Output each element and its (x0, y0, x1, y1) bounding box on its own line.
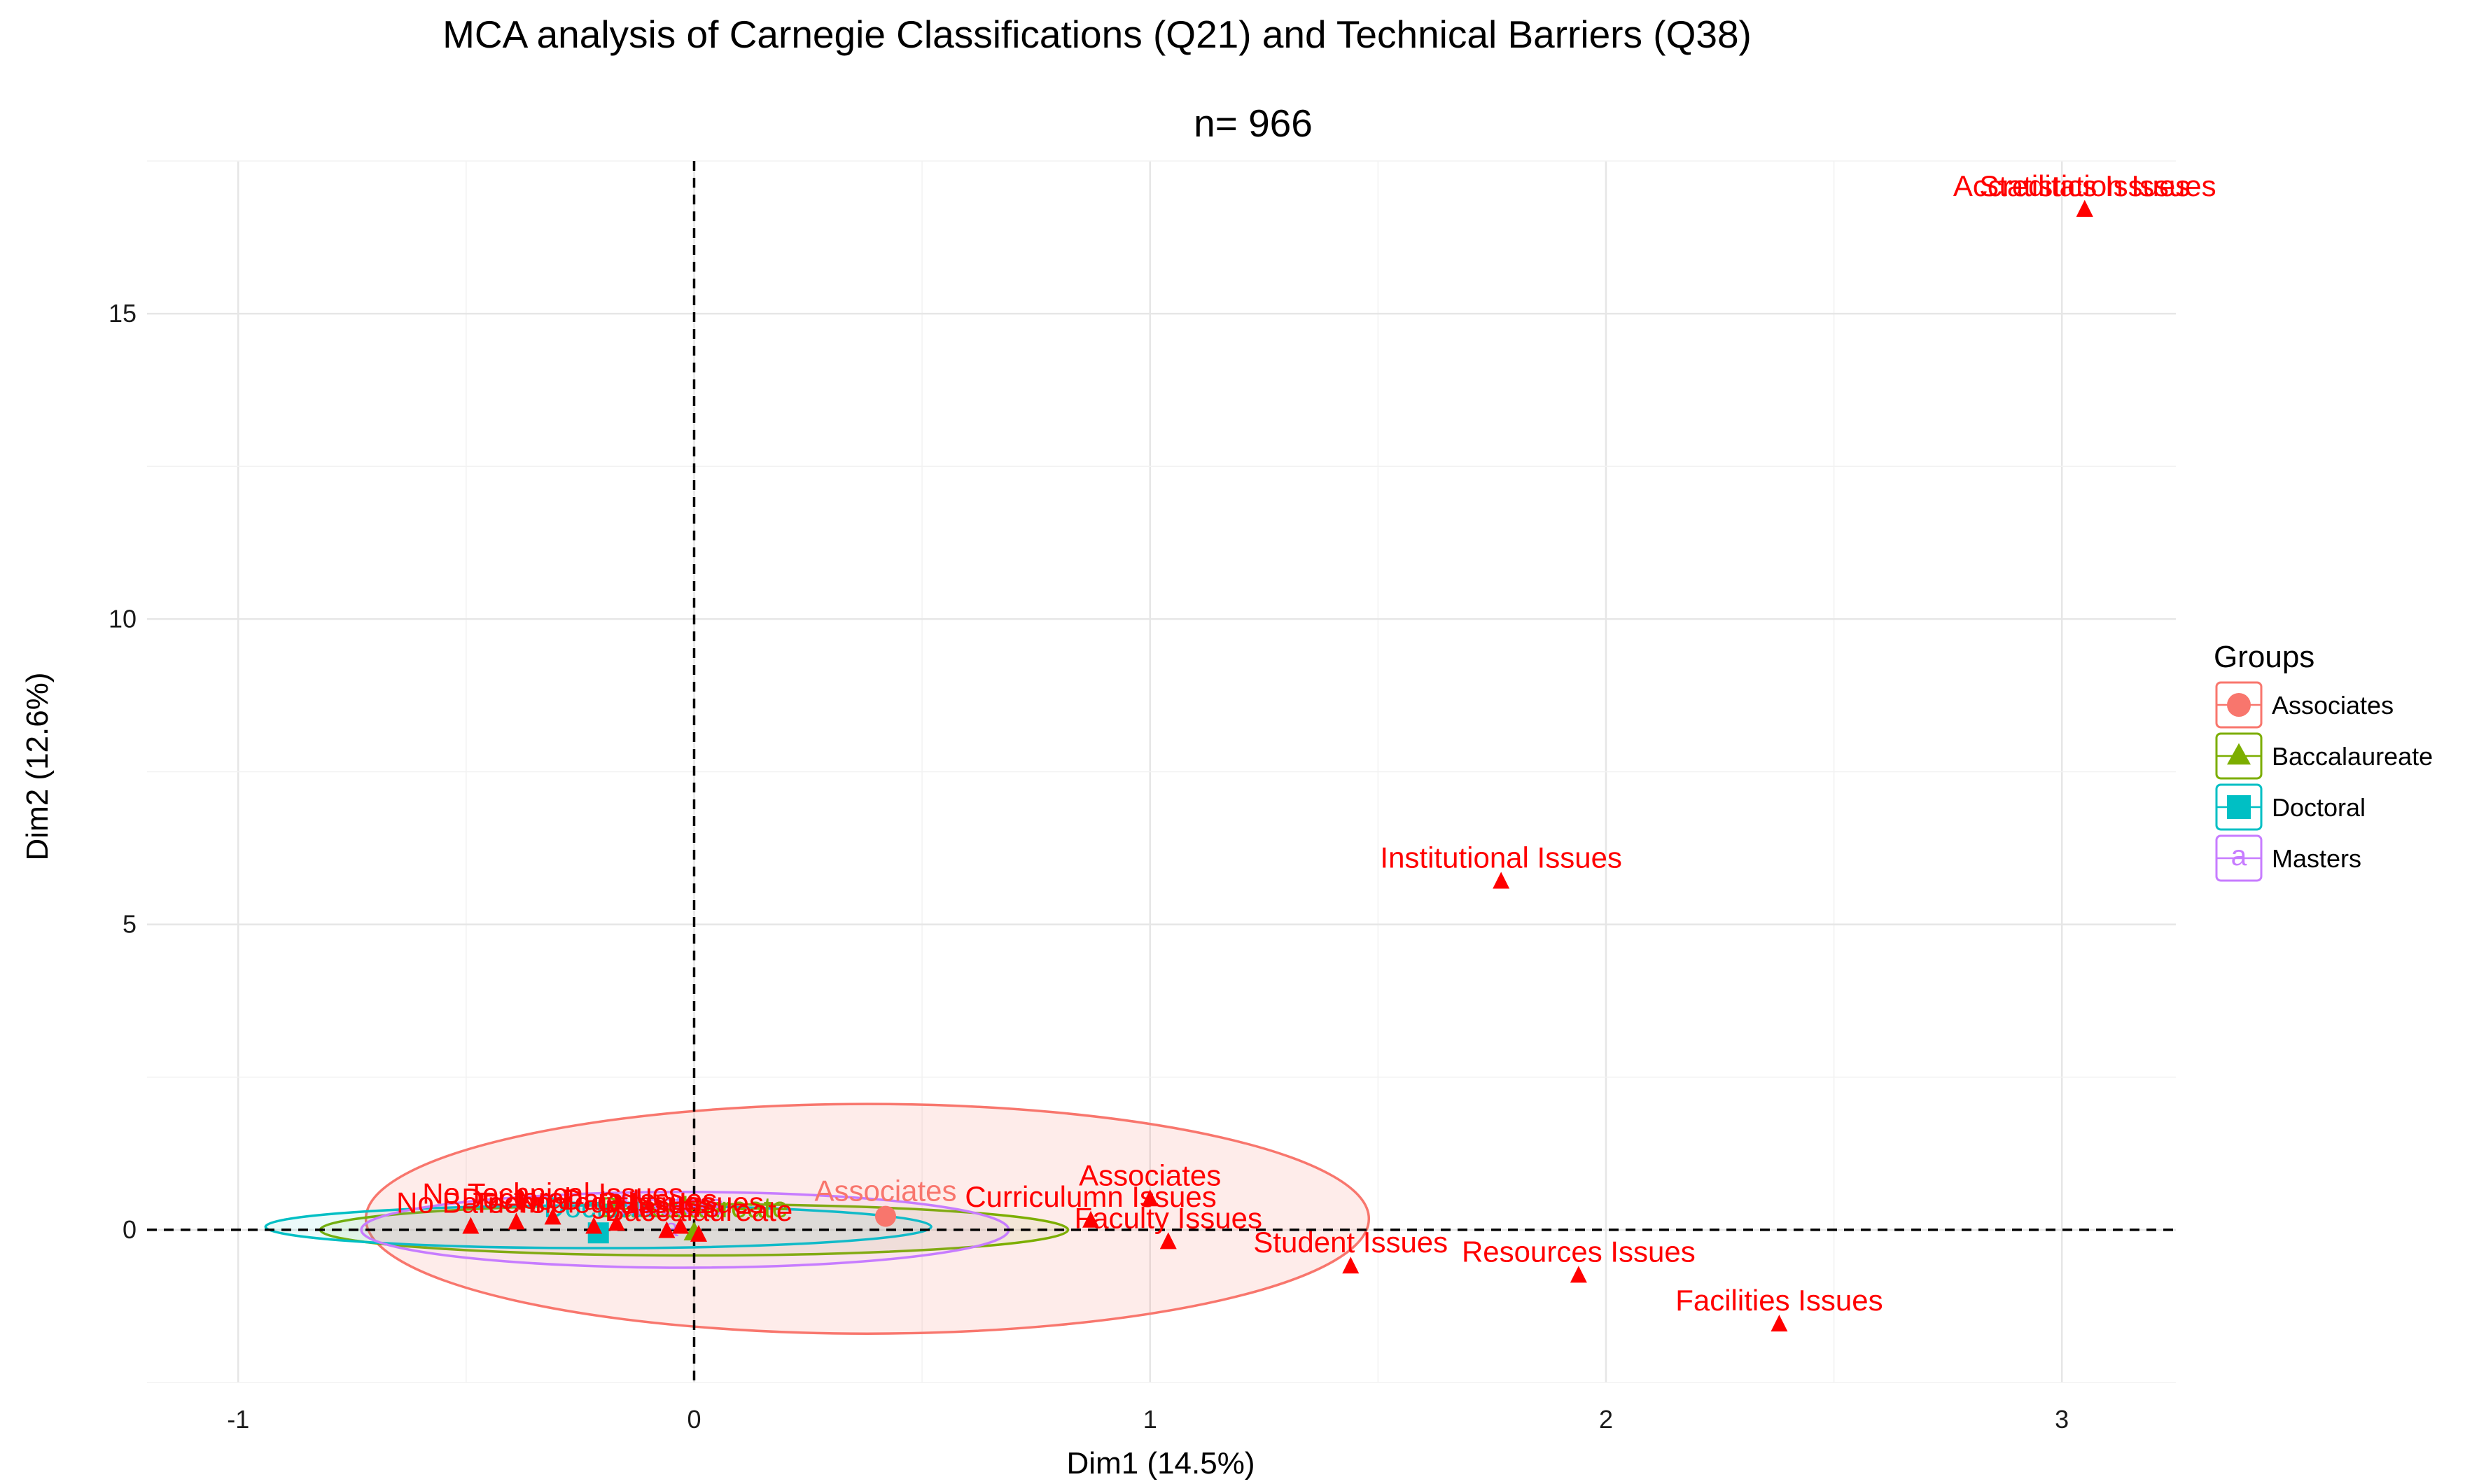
group-center-label: Associates (814, 1175, 956, 1208)
variable-label: Facilities Issues (1675, 1284, 1883, 1317)
legend-title: Groups (2214, 640, 2314, 674)
legend-label-masters: Masters (2272, 844, 2361, 873)
variable-label: Masters (615, 1191, 719, 1224)
variable-label: Resources Issues (1462, 1235, 1696, 1268)
y-tick-label: 15 (109, 299, 137, 328)
variable-point (462, 1217, 480, 1234)
variable-label: Baccalaureate (605, 1194, 793, 1227)
x-tick-label: 0 (687, 1405, 701, 1434)
x-tick-label: 2 (1599, 1405, 1613, 1434)
y-tick-label: 10 (109, 604, 137, 633)
legend-marker-doctoral (2227, 795, 2251, 819)
variable-point (1141, 1189, 1159, 1207)
group-center-label: Baccalaureate (600, 1191, 788, 1224)
variable-label: No Barriers (396, 1186, 545, 1219)
x-tick-label: 3 (2055, 1405, 2069, 1434)
variable-point (1342, 1256, 1360, 1274)
variable-label: Curriculumn Issues (965, 1180, 1216, 1213)
chart-subtitle: n= 966 (1194, 102, 1313, 145)
variable-point (1082, 1210, 1100, 1228)
x-tick-label: 1 (1143, 1405, 1157, 1434)
plot-panel: AssociatesBaccalaureateDoctoralaMasters … (147, 160, 2216, 1383)
group-center-associates (875, 1205, 897, 1227)
legend-items: Associates Baccalaureate Doctoral a Masters (2215, 681, 2433, 882)
variable-point (671, 1217, 689, 1234)
variable-point (608, 1214, 625, 1231)
legend: Groups Associates Baccalaureate Doctoral a M… (2214, 640, 2433, 882)
variable-point (585, 1217, 603, 1234)
variable-point (1771, 1315, 1788, 1332)
variable-label: Statistics Issues (1979, 169, 2190, 202)
y-axis-title: Dim2 (12.6%) (20, 673, 55, 861)
variable-point (690, 1224, 707, 1242)
variable-label: Technology Issues (473, 1186, 715, 1219)
x-axis-ticks: -1 0 1 2 3 (227, 1405, 2069, 1434)
variable-label: Faculty Issues (1075, 1201, 1262, 1234)
x-axis-title: Dim1 (14.5%) (1067, 1446, 1255, 1480)
variable-label: No Data Issues (516, 1183, 717, 1216)
variable-label: Accreditation Issues (1953, 169, 2216, 202)
variable-point (1570, 1266, 1587, 1283)
variable-point (1159, 1232, 1177, 1250)
ellipse-associates (364, 1102, 1371, 1335)
variable-point (508, 1212, 525, 1230)
legend-marker-associates (2227, 693, 2251, 717)
reference-lines (147, 161, 2176, 1382)
variable-label: No Technical Issues (422, 1177, 683, 1210)
y-tick-label: 0 (123, 1215, 137, 1244)
variable-point (544, 1208, 561, 1225)
legend-marker-masters: a (2231, 839, 2247, 872)
variable-point (1493, 872, 1510, 889)
legend-label-baccalaureate: Baccalaureate (2272, 742, 2433, 771)
legend-marker-baccalaureate (2227, 743, 2251, 765)
variable-label: Associates (1079, 1158, 1221, 1191)
y-axis-ticks: 0 5 10 15 (109, 299, 137, 1244)
variable-label: Other Issues (597, 1186, 764, 1219)
variable-point (658, 1221, 676, 1238)
variable-point (2076, 200, 2093, 217)
variable-label: Institutional Issues (1380, 841, 1622, 874)
x-tick-label: -1 (227, 1405, 249, 1434)
y-tick-label: 5 (123, 910, 137, 939)
variable-label: Student Issues (1253, 1226, 1448, 1259)
legend-label-associates: Associates (2272, 691, 2394, 720)
chart-title: MCA analysis of Carnegie Classifications… (442, 13, 1752, 56)
group-center-label: Masters (619, 1188, 723, 1221)
group-center-label: Doctoral (544, 1191, 653, 1224)
legend-label-doctoral: Doctoral (2272, 793, 2366, 822)
